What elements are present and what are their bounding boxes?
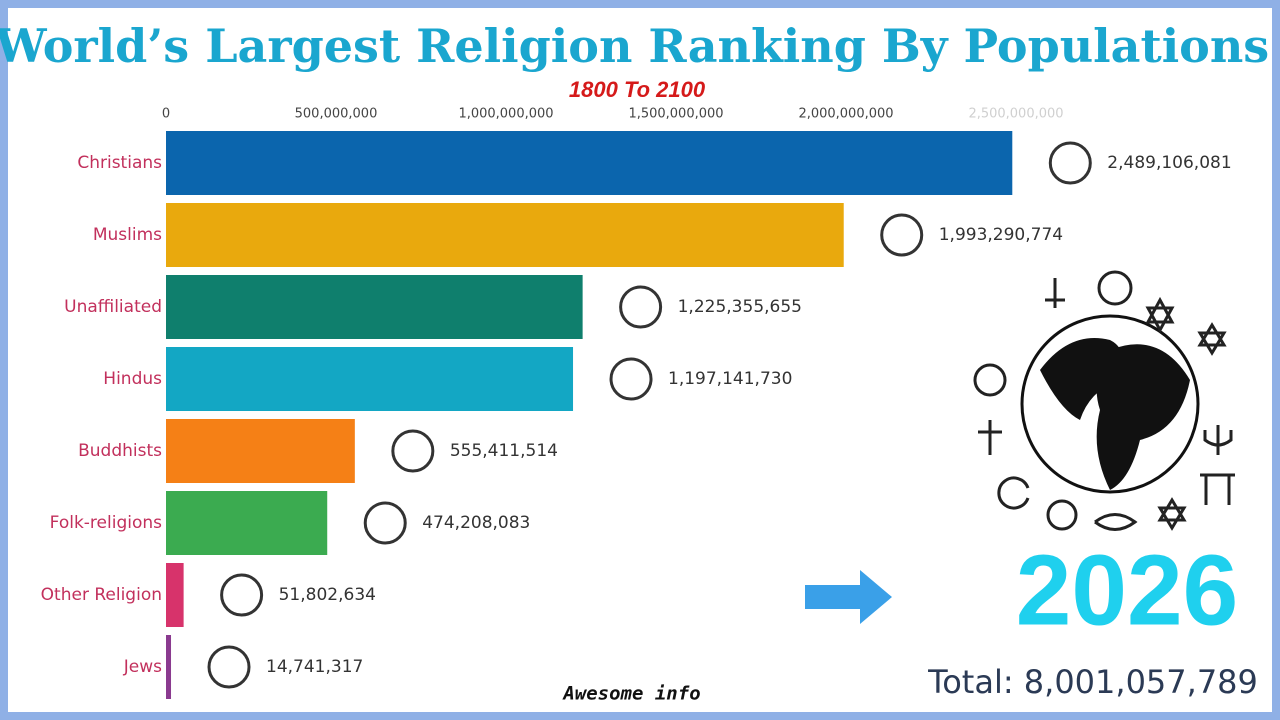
- religion-icon: [391, 429, 435, 473]
- religion-icon: [619, 285, 663, 329]
- value-label: 14,741,317: [266, 657, 363, 677]
- religion-icon: [880, 213, 924, 257]
- category-label: Muslims: [93, 225, 162, 245]
- x-tick-label: 1,000,000,000: [458, 107, 553, 122]
- religion-icon: [609, 357, 653, 401]
- chart-title: World’s Largest Religion Ranking By Popu…: [0, 19, 1269, 73]
- value-label: 2,489,106,081: [1107, 153, 1231, 173]
- religion-icon: [220, 573, 264, 617]
- x-tick-label: 2,500,000,000: [968, 107, 1063, 122]
- bar: [166, 563, 184, 627]
- x-tick-label: 2,000,000,000: [798, 107, 893, 122]
- value-label: 51,802,634: [279, 585, 376, 605]
- religion-icon: [207, 645, 251, 689]
- value-label: 474,208,083: [422, 513, 530, 533]
- continents: [1040, 338, 1190, 490]
- x-tick-label: 0: [162, 107, 170, 122]
- category-label: Christians: [77, 153, 162, 173]
- bar: [166, 491, 328, 555]
- world-emblem: [973, 270, 1235, 531]
- category-label: Other Religion: [41, 585, 162, 605]
- chart-subtitle: 1800 To 2100: [569, 77, 706, 102]
- bar: [166, 635, 172, 699]
- value-label: 1,197,141,730: [668, 369, 792, 389]
- year-label: 2026: [1016, 534, 1238, 646]
- category-label: Folk-religions: [50, 513, 162, 533]
- arrow: [805, 570, 892, 624]
- category-label: Unaffiliated: [64, 297, 162, 317]
- category-label: Buddhists: [78, 441, 162, 461]
- value-label: 555,411,514: [450, 441, 558, 461]
- religion-icon: [363, 501, 407, 545]
- category-label: Jews: [123, 657, 162, 677]
- bar: [166, 419, 355, 483]
- value-label: 1,993,290,774: [939, 225, 1063, 245]
- bar: [166, 131, 1013, 195]
- religion-symbols: [973, 270, 1235, 531]
- category-label: Hindus: [103, 369, 162, 389]
- bar: [166, 347, 574, 411]
- bar: [166, 275, 583, 339]
- x-tick-label: 500,000,000: [295, 107, 378, 122]
- religion-icon: [1048, 141, 1092, 185]
- x-tick-label: 1,500,000,000: [628, 107, 723, 122]
- value-label: 1,225,355,655: [678, 297, 802, 317]
- total-label: Total: 8,001,057,789: [927, 663, 1258, 701]
- watermark: Awesome info: [561, 683, 700, 705]
- bar: [166, 203, 844, 267]
